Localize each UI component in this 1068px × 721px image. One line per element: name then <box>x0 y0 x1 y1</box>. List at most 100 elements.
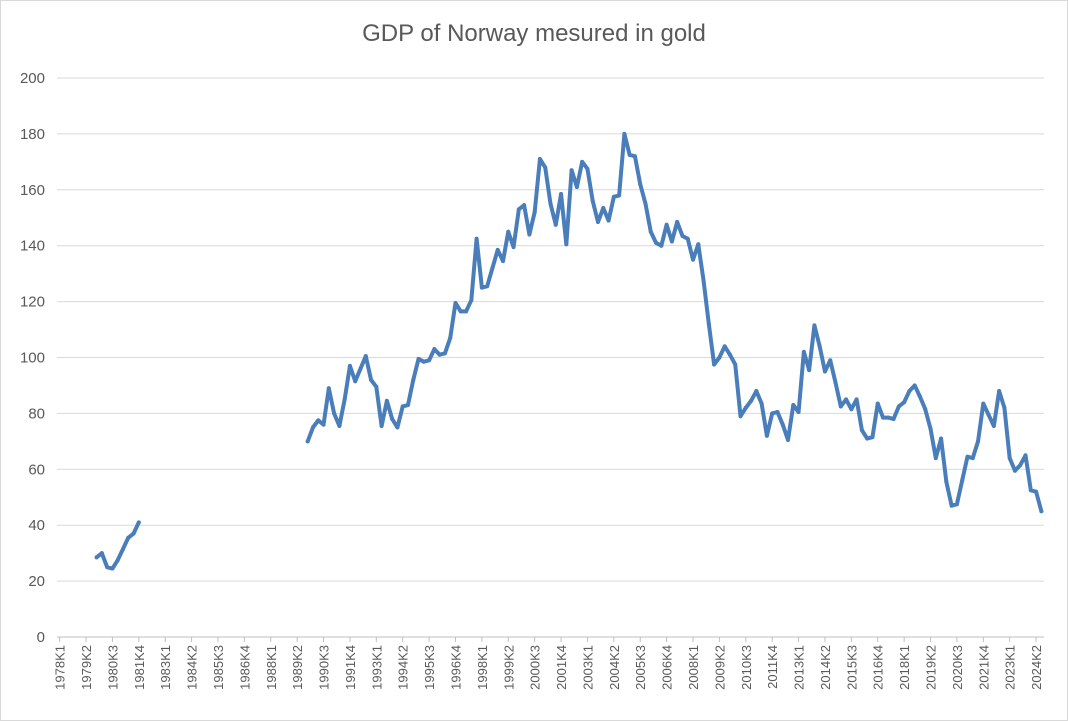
data-point <box>511 245 516 250</box>
data-point <box>131 531 136 536</box>
data-point <box>115 558 120 563</box>
data-point <box>976 439 981 444</box>
data-point <box>369 377 374 382</box>
data-point <box>917 394 922 399</box>
x-tick-label: 2016K4 <box>871 645 886 690</box>
y-tick-label: 120 <box>20 294 45 311</box>
data-point <box>569 168 574 173</box>
data-point <box>822 369 827 374</box>
x-tick-label: 1983K1 <box>158 645 173 690</box>
data-point <box>632 154 637 159</box>
data-point <box>722 344 727 349</box>
data-point <box>395 425 400 430</box>
data-point <box>596 219 600 224</box>
x-tick-label: 1980K3 <box>105 645 120 690</box>
y-tick-label: 160 <box>20 182 45 199</box>
data-point <box>854 397 859 402</box>
data-point <box>770 411 775 416</box>
data-point <box>94 555 99 560</box>
data-point <box>559 191 564 196</box>
y-tick-label: 200 <box>20 70 45 87</box>
data-point <box>448 335 453 340</box>
x-tick-label: 1979K2 <box>79 645 94 690</box>
x-tick-label: 1986K4 <box>237 645 252 690</box>
data-point <box>733 362 738 367</box>
data-point <box>701 278 706 283</box>
data-point <box>548 201 553 206</box>
x-tick-label: 1990K3 <box>317 645 332 690</box>
data-point <box>807 368 812 373</box>
x-tick-label: 2000K3 <box>528 645 543 690</box>
data-point <box>1039 509 1044 514</box>
data-point <box>875 401 880 406</box>
data-point <box>691 257 696 262</box>
data-point <box>954 502 959 507</box>
data-point <box>870 435 875 440</box>
data-point <box>485 284 490 289</box>
x-tick-label: 2005K3 <box>633 645 648 690</box>
data-point <box>501 259 505 264</box>
data-point <box>786 437 791 442</box>
x-tick-label: 2004K2 <box>607 645 622 690</box>
x-tick-label: 1998K1 <box>475 645 490 690</box>
x-tick-label: 2019K2 <box>924 645 939 690</box>
x-tick-label: 2014K2 <box>818 645 833 690</box>
data-point <box>522 203 527 208</box>
data-point <box>712 362 717 367</box>
data-point <box>464 309 469 314</box>
y-tick-label: 180 <box>20 126 45 143</box>
x-tick-label: 2013K1 <box>792 645 807 690</box>
data-point <box>1002 405 1007 410</box>
data-point <box>817 344 822 349</box>
data-point <box>659 243 664 248</box>
data-point <box>812 323 817 328</box>
data-point <box>611 194 616 199</box>
data-point <box>828 358 833 363</box>
data-point <box>696 242 701 247</box>
data-point <box>379 423 384 428</box>
x-tick-label: 1999K2 <box>501 645 516 690</box>
data-point <box>849 407 854 412</box>
data-point <box>458 309 463 314</box>
data-point <box>675 219 680 224</box>
y-tick-label: 20 <box>28 573 45 590</box>
data-point <box>838 404 843 409</box>
data-point <box>669 239 674 244</box>
x-tick-label: 2001K4 <box>554 645 569 690</box>
data-point <box>358 366 363 371</box>
x-tick-label: 2003K1 <box>580 645 595 690</box>
data-point <box>321 422 326 427</box>
data-point <box>738 414 743 419</box>
data-point <box>474 236 479 241</box>
data-point <box>928 426 933 431</box>
data-point <box>1018 463 1023 468</box>
data-point <box>1028 488 1033 493</box>
data-point <box>886 415 891 420</box>
data-point <box>532 210 537 215</box>
data-point <box>1007 456 1012 461</box>
data-point <box>421 359 426 364</box>
data-point <box>400 404 405 409</box>
data-point <box>374 384 379 389</box>
data-point <box>427 358 432 363</box>
data-point <box>801 349 806 354</box>
data-point <box>933 456 938 461</box>
data-point <box>126 535 131 540</box>
data-point <box>648 229 653 234</box>
data-point <box>638 182 643 187</box>
data-point <box>110 566 115 571</box>
data-point <box>342 397 347 402</box>
data-point <box>564 242 569 247</box>
data-point <box>99 551 104 556</box>
data-point <box>680 233 685 238</box>
x-tick-label: 1991K4 <box>343 645 358 690</box>
data-point <box>944 479 949 484</box>
data-point <box>543 165 548 170</box>
y-tick-label: 40 <box>28 517 45 534</box>
y-tick-label: 140 <box>20 238 45 255</box>
x-tick-label: 2006K4 <box>660 645 675 690</box>
data-point <box>865 436 870 441</box>
data-point <box>384 398 389 403</box>
